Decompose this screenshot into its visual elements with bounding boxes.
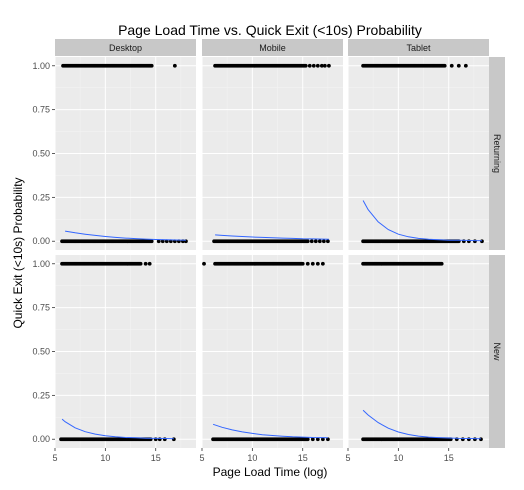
x-tick-label: 10	[247, 453, 257, 463]
data-point-no-exit	[466, 239, 471, 244]
data-point-no-exit	[317, 239, 322, 244]
data-point-no-exit	[313, 239, 318, 244]
data-point-no-exit	[315, 437, 320, 442]
x-tick-label: 5	[52, 453, 57, 463]
data-point-no-exit	[473, 437, 477, 442]
fitted-curve	[212, 423, 328, 439]
data-point-quick-exit	[202, 261, 206, 266]
data-point-quick-exit	[172, 63, 177, 68]
x-tick-label: 5	[345, 453, 350, 463]
panel-tablet-returning	[347, 57, 489, 250]
panel-desktop-returning	[54, 57, 196, 250]
data-point-no-exit	[320, 437, 325, 442]
data-point-quick-exit	[310, 261, 315, 266]
data-point-no-exit	[305, 437, 310, 442]
facet-strip-new	[489, 255, 505, 448]
y-tick-label: 0.50	[32, 149, 50, 159]
data-point-quick-exit	[463, 63, 468, 68]
chart-title: Page Load Time vs. Quick Exit (<10s) Pro…	[118, 22, 422, 38]
data-point-quick-exit	[439, 261, 444, 266]
data-point-no-exit	[305, 239, 310, 244]
fitted-curve	[61, 418, 174, 440]
data-point-quick-exit	[315, 63, 320, 68]
data-point-quick-exit	[449, 63, 454, 68]
fitted-curve	[362, 200, 483, 242]
data-point-quick-exit	[303, 63, 308, 68]
data-point-quick-exit	[456, 63, 461, 68]
data-point-no-exit	[310, 437, 315, 442]
facet-strip-returning	[489, 57, 505, 250]
y-tick-label: 0.75	[32, 105, 50, 115]
x-tick-label: 15	[444, 453, 454, 463]
panel-desktop-new	[54, 255, 196, 448]
data-point-no-exit	[162, 437, 167, 442]
panels-layer: Desktop Mobile Tablet Returning New 0.00 0.25 0…	[32, 39, 505, 463]
data-point-no-exit	[466, 437, 471, 442]
y-tick-label: 1.00	[32, 61, 50, 71]
facet-strip-tablet	[348, 39, 489, 56]
fitted-curve	[65, 230, 186, 241]
data-point-quick-exit	[143, 261, 148, 266]
facet-strip-label-new: New	[492, 342, 502, 361]
data-point-quick-exit	[307, 63, 312, 68]
data-point-quick-exit	[322, 63, 327, 68]
data-point-quick-exit	[319, 63, 324, 68]
facet-strip-label-mobile: Mobile	[259, 43, 286, 53]
data-point-no-exit	[157, 437, 162, 442]
facet-strip-label-desktop: Desktop	[109, 43, 142, 53]
panel-tablet-new	[347, 255, 489, 448]
data-point-no-exit	[309, 239, 314, 244]
x-tick-label: 10	[393, 453, 403, 463]
data-point-quick-exit	[315, 261, 320, 266]
facet-strip-desktop	[55, 39, 196, 56]
data-point-quick-exit	[300, 261, 305, 266]
fitted-curve	[362, 409, 481, 440]
data-point-quick-exit	[442, 63, 447, 68]
data-point-quick-exit	[320, 261, 325, 266]
data-point-no-exit	[325, 239, 330, 244]
data-point-quick-exit	[138, 261, 143, 266]
y-axis-title: Quick Exit (<10s) Probability	[11, 177, 25, 328]
data-point-no-exit	[325, 437, 330, 442]
data-point-no-exit	[480, 239, 484, 244]
data-point-no-exit	[479, 437, 483, 442]
x-axis-title: Page Load Time (log)	[213, 465, 328, 479]
data-point-quick-exit	[311, 63, 316, 68]
y-tick-label: 1.00	[32, 259, 50, 269]
y-tick-label: 0.75	[32, 303, 50, 313]
x-tick-label: 15	[298, 453, 308, 463]
x-tick-label: 5	[199, 453, 204, 463]
data-point-no-exit	[460, 437, 465, 442]
facet-strip-label-tablet: Tablet	[406, 43, 431, 53]
data-point-no-exit	[156, 239, 161, 244]
data-point-quick-exit	[149, 63, 154, 68]
panel-mobile-new	[201, 255, 343, 448]
y-tick-label: 0.25	[32, 390, 50, 400]
data-point-quick-exit	[147, 261, 152, 266]
y-tick-label: 0.25	[32, 192, 50, 202]
data-point-no-exit	[473, 239, 477, 244]
facet-strip-label-returning: Returning	[492, 134, 502, 173]
data-point-quick-exit	[305, 261, 310, 266]
x-tick-label: 10	[100, 453, 110, 463]
data-point-quick-exit	[327, 63, 331, 68]
data-point-no-exit	[171, 437, 176, 442]
fitted-curve	[215, 234, 329, 240]
y-tick-label: 0.00	[32, 236, 50, 246]
x-tick-label: 15	[151, 453, 161, 463]
panel-mobile-returning	[201, 57, 343, 250]
data-point-no-exit	[321, 239, 326, 244]
y-tick-label: 0.50	[32, 347, 50, 357]
data-point-no-exit	[149, 239, 154, 244]
facet-strip-mobile	[202, 39, 343, 56]
y-tick-label: 0.00	[32, 434, 50, 444]
data-point-no-exit	[160, 239, 165, 244]
